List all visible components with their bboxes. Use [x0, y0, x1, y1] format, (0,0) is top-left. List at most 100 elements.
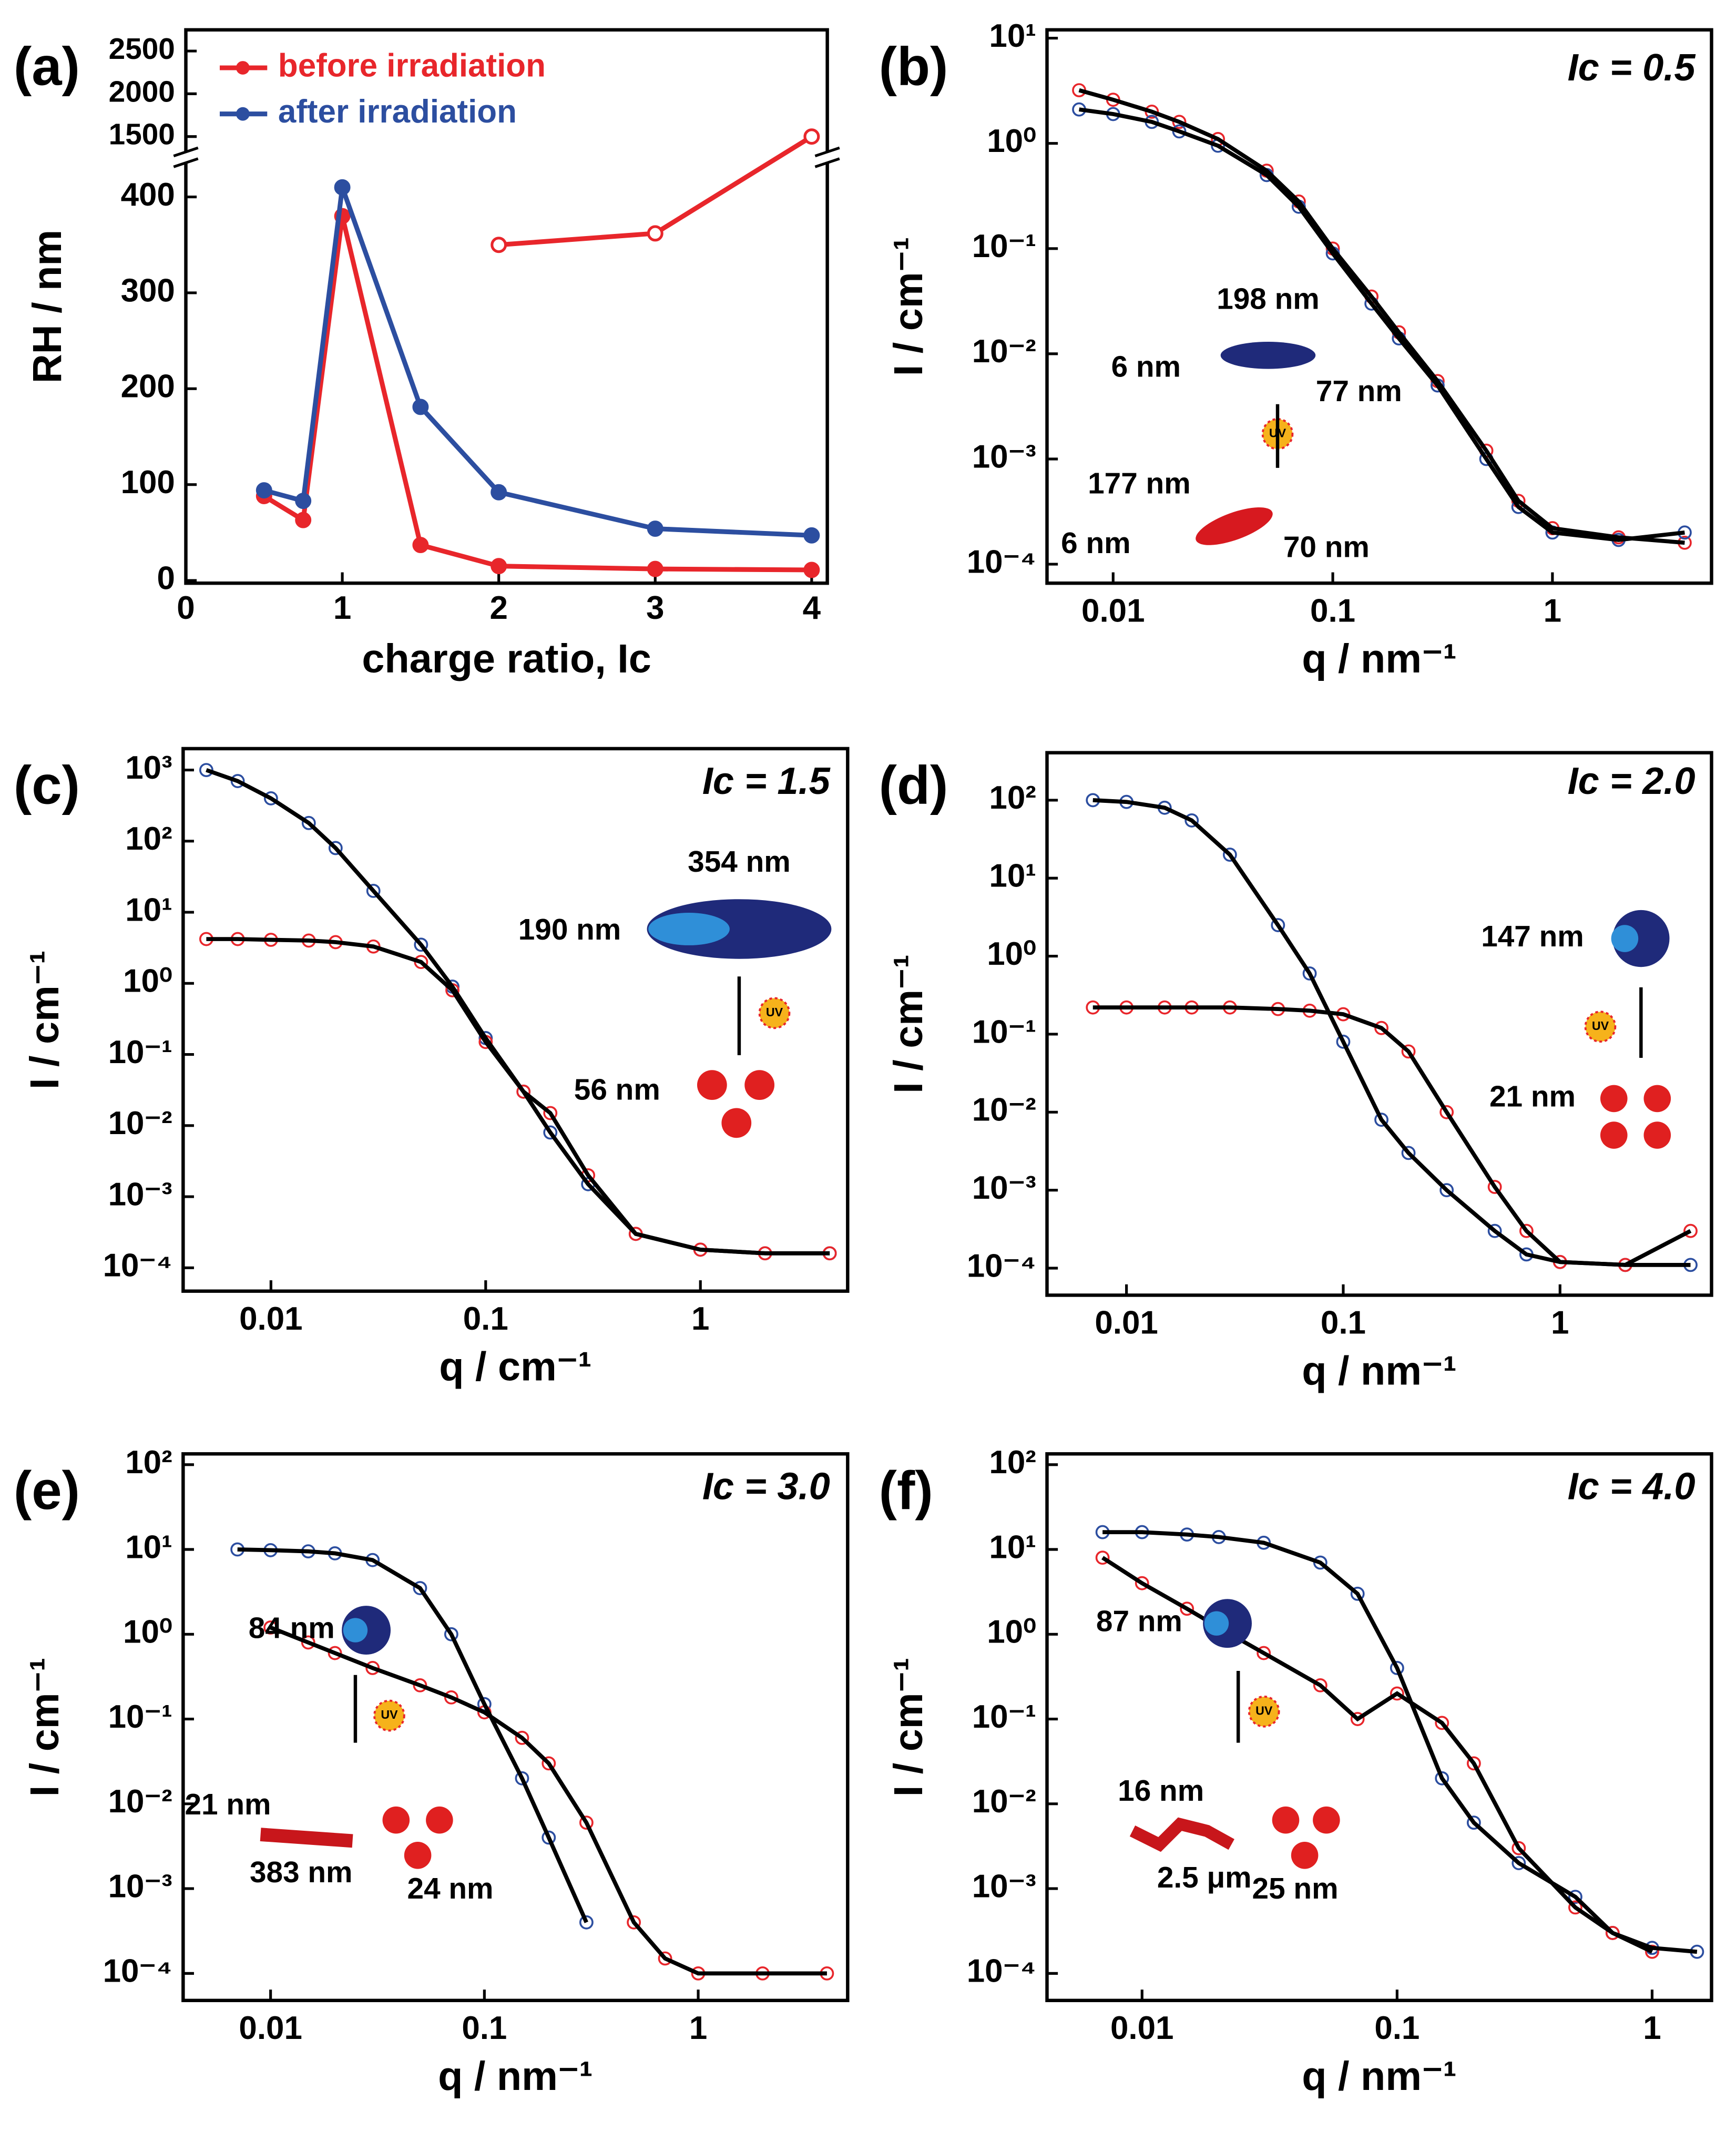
- y-tick-label: 10⁻⁴: [967, 1953, 1036, 1990]
- y-tick-label: 10⁻²: [972, 1783, 1036, 1820]
- data-point: [579, 1815, 594, 1830]
- data-point: [1350, 1712, 1365, 1726]
- annotation: Ic = 2.0: [1568, 760, 1696, 802]
- schematic: [260, 1828, 353, 1848]
- annotation: 70 nm: [1283, 531, 1370, 564]
- annotation: Ic = 1.5: [702, 760, 831, 802]
- annotation: 198 nm: [1217, 283, 1320, 316]
- y-tick-label: 10⁻¹: [972, 1014, 1036, 1050]
- data-point: [366, 883, 381, 898]
- schematic: [1643, 1085, 1671, 1113]
- fit-line: [237, 1547, 588, 1923]
- annotation: 354 nm: [688, 845, 791, 879]
- uv-icon: [758, 997, 791, 1029]
- y-tick-label: 10⁰: [123, 963, 172, 999]
- data-point: [1180, 1601, 1194, 1616]
- annotation: 24 nm: [407, 1872, 494, 1905]
- fit-line: [1092, 798, 1691, 1267]
- x-tick-label: 1: [689, 2010, 707, 2046]
- x-tick-label: 4: [803, 590, 821, 626]
- data-point: [1302, 966, 1317, 981]
- x-tick-label: 0.1: [1310, 593, 1355, 629]
- data-point: [1184, 813, 1199, 828]
- y-tick-label: 10⁻²: [972, 333, 1036, 370]
- y-tick-label: 10¹: [989, 858, 1036, 894]
- annotation: Ic = 3.0: [702, 1465, 830, 1507]
- data-point: [444, 1690, 458, 1705]
- panel-label: (e): [14, 1460, 80, 1521]
- data-point: [579, 1915, 594, 1930]
- uv-icon: [1248, 1696, 1280, 1728]
- data-point: [1439, 1183, 1454, 1198]
- plot-frame: [181, 1452, 850, 2003]
- annotation: 383 nm: [250, 1856, 353, 1889]
- data-point: [803, 527, 820, 544]
- y-tick-label: 10¹: [125, 1529, 172, 1565]
- y-tick-label: 10⁻³: [108, 1176, 172, 1212]
- x-tick-label: 1: [1551, 1305, 1569, 1341]
- data-point: [1605, 1926, 1620, 1940]
- fit-line: [1092, 1005, 1692, 1267]
- schematic: [648, 913, 730, 945]
- y-tick-label: 10¹: [125, 892, 172, 928]
- x-axis-label: charge ratio, Ic: [362, 636, 651, 681]
- data-point: [412, 537, 429, 554]
- x-axis-label: q / nm⁻¹: [1302, 636, 1456, 681]
- fit-line: [1101, 1556, 1653, 1954]
- y-tick-label: 10⁻¹: [972, 1699, 1036, 1735]
- annotation: 6 nm: [1061, 527, 1130, 560]
- data-point: [491, 484, 507, 501]
- fit-line: [1102, 1530, 1698, 1954]
- data-point: [1374, 1113, 1388, 1127]
- data-point: [412, 399, 429, 415]
- y-axis-label: RH / nm: [25, 230, 70, 383]
- data-point: [1095, 1550, 1110, 1565]
- x-tick-label: 3: [646, 590, 664, 626]
- annotation: UV: [1592, 1019, 1609, 1033]
- panel-label: (a): [14, 36, 80, 96]
- fit-line: [206, 937, 830, 1256]
- data-point: [1222, 848, 1237, 862]
- y-tick-label: 2000: [109, 75, 175, 108]
- data-point: [658, 1951, 672, 1966]
- data-point: [1466, 1815, 1481, 1830]
- axis-break-mark: [173, 146, 199, 158]
- data-point: [515, 1730, 529, 1745]
- data-point: [1374, 1021, 1388, 1035]
- data-point: [295, 493, 312, 509]
- legend-label: before irradiation: [278, 47, 546, 84]
- data-point: [1683, 1223, 1698, 1238]
- schematic: [1129, 1817, 1234, 1852]
- plot-frame: [184, 28, 829, 585]
- y-tick-label: 10⁻³: [972, 1170, 1036, 1206]
- annotation: UV: [766, 1005, 783, 1019]
- annotation: UV: [381, 1708, 398, 1721]
- data-point: [1466, 1756, 1481, 1771]
- uv-icon: [373, 1699, 405, 1732]
- x-tick-label: 0.01: [1081, 593, 1145, 629]
- data-point: [334, 179, 351, 196]
- data-point: [301, 815, 316, 830]
- annotation: 147 nm: [1481, 920, 1584, 953]
- data-point: [1135, 1576, 1149, 1590]
- data-point: [263, 1620, 278, 1635]
- annotation: 21 nm: [185, 1788, 271, 1821]
- data-point: [328, 1646, 342, 1660]
- y-tick-label: 10⁰: [123, 1614, 172, 1650]
- data-point: [295, 512, 312, 528]
- x-tick-label: 1: [333, 590, 351, 626]
- data-point: [1336, 1034, 1351, 1049]
- schematic: [744, 1070, 775, 1100]
- data-point: [256, 482, 272, 499]
- data-point: [301, 1635, 315, 1650]
- y-tick-label: 10¹: [989, 1529, 1036, 1565]
- plot-frame: [1045, 1452, 1713, 2003]
- schematic: [1204, 1611, 1229, 1636]
- y-tick-label: 2500: [109, 33, 175, 66]
- y-tick-label: 10³: [125, 750, 172, 786]
- y-tick-label: 10⁻⁴: [967, 544, 1036, 580]
- schematic: [1600, 1121, 1628, 1149]
- y-tick-label: 10⁻³: [972, 1868, 1036, 1904]
- data-point: [413, 1678, 427, 1692]
